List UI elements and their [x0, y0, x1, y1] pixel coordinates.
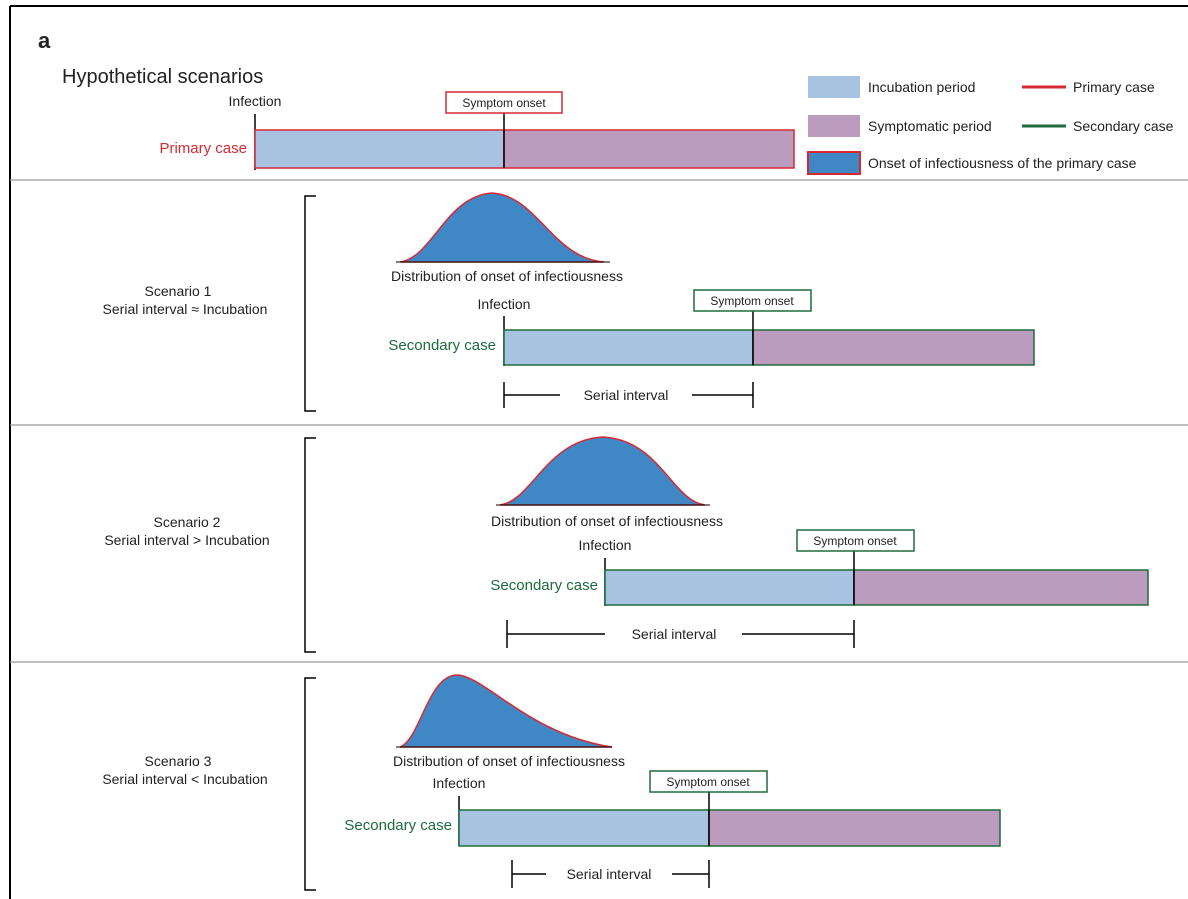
legend: Incubation period Symptomatic period Ons…: [807, 76, 1174, 175]
primary-symptom-onset-box: [445, 91, 563, 114]
scenario-2-incubation-bar: [604, 569, 855, 606]
scenario-1-bracket: [304, 195, 316, 412]
scenario-2-distribution-curve: [499, 436, 706, 506]
scenario-2-symptomatic-bar: [853, 569, 1149, 606]
scenario-1-serial-interval-label: Serial interval: [584, 387, 669, 403]
scenario-3-case-label: Secondary case: [344, 817, 452, 834]
scenario-3-symptomatic-bar: [708, 809, 1001, 847]
scenario-2-distribution-label: Distribution of onset of infectiousness: [491, 513, 723, 529]
scenario-3-symptom-onset-label: Symptom onset: [666, 775, 750, 789]
panel-label: a: [38, 28, 51, 53]
figure-title: Hypothetical scenarios: [62, 66, 263, 88]
scenario-1-distribution-curve: [399, 192, 605, 263]
primary-symptomatic-bar: [503, 129, 795, 169]
primary-infection-label: Infection: [229, 93, 282, 109]
scenario-2-case-label: Secondary case: [490, 577, 598, 594]
scenario-1-name: Scenario 1: [145, 283, 212, 299]
legend-symptomatic-swatch: [808, 115, 860, 137]
scenario-3-incubation-bar: [458, 809, 710, 847]
primary-incubation-bar: [254, 129, 505, 169]
scenario-1-symptomatic-bar: [752, 329, 1035, 366]
scenario-1-symptom-onset-label: Symptom onset: [710, 294, 794, 308]
scenario-2-symptom-onset-label: Symptom onset: [813, 534, 897, 548]
scenario-2-symptom-onset-box: [796, 529, 915, 552]
scenario-2: Scenario 2 Serial interval > Incubation …: [104, 436, 1149, 653]
scenario-2-name: Scenario 2: [154, 514, 221, 530]
legend-onset-label: Onset of infectiousness of the primary c…: [868, 155, 1137, 171]
legend-symptomatic-label: Symptomatic period: [868, 118, 992, 134]
scenario-3-distribution-label: Distribution of onset of infectiousness: [393, 753, 625, 769]
scenario-3-serial-interval-label: Serial interval: [567, 866, 652, 882]
legend-onset-swatch: [807, 151, 861, 175]
scenario-1-relation: Serial interval ≈ Incubation: [103, 301, 268, 317]
scenario-1-incubation-bar: [503, 329, 754, 366]
scenario-3: Scenario 3 Serial interval < Incubation …: [102, 674, 1001, 891]
scenario-2-bracket: [304, 437, 316, 653]
legend-incubation-swatch: [808, 76, 860, 98]
primary-case-row: Infection Symptom onset Primary case: [159, 91, 795, 170]
scenario-3-relation: Serial interval < Incubation: [102, 771, 267, 787]
scenario-2-serial-interval-label: Serial interval: [632, 626, 717, 642]
scenario-1-distribution-label: Distribution of onset of infectiousness: [391, 268, 623, 284]
scenario-1: Scenario 1 Serial interval ≈ Incubation …: [103, 192, 1035, 412]
scenario-1-symptom-onset-box: [693, 289, 812, 312]
legend-secondary-label: Secondary case: [1073, 118, 1174, 134]
scenario-1-infection-label: Infection: [478, 296, 531, 312]
scenario-2-relation: Serial interval > Incubation: [104, 532, 269, 548]
scenario-3-bracket: [304, 677, 316, 891]
primary-symptom-onset-label: Symptom onset: [462, 96, 546, 110]
primary-case-label: Primary case: [159, 140, 247, 157]
scenario-1-case-label: Secondary case: [388, 337, 496, 354]
scenario-2-infection-label: Infection: [579, 537, 632, 553]
legend-incubation-label: Incubation period: [868, 79, 975, 95]
legend-primary-label: Primary case: [1073, 79, 1155, 95]
scenario-3-symptom-onset-box: [649, 770, 768, 793]
scenario-3-infection-label: Infection: [433, 775, 486, 791]
scenario-3-distribution-curve: [399, 674, 613, 748]
scenario-3-name: Scenario 3: [145, 753, 212, 769]
